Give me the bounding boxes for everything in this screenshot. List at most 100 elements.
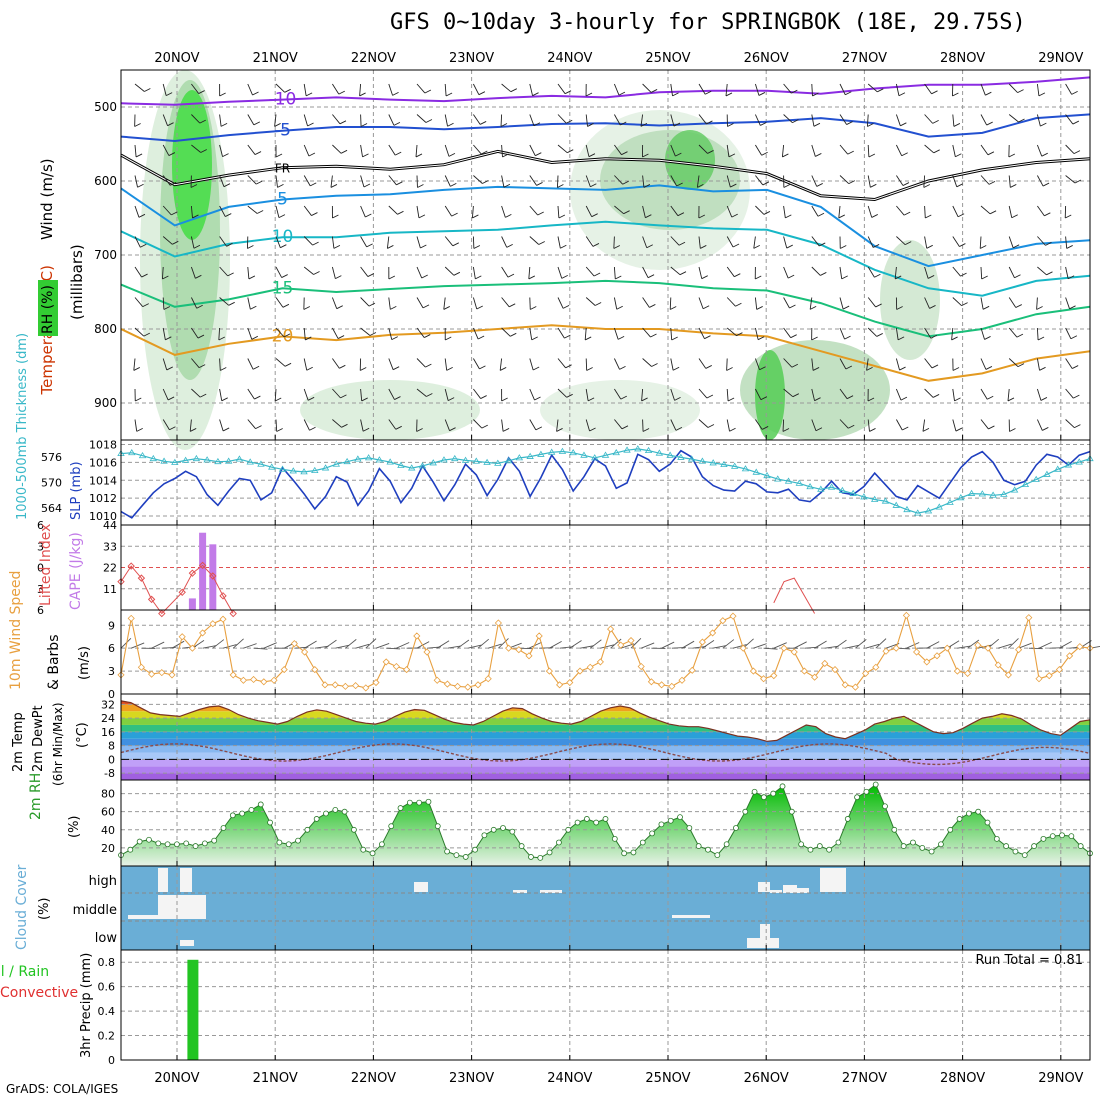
wind-barb <box>839 358 847 370</box>
wind-barb-flag <box>307 122 314 127</box>
wind-barb-flag <box>163 306 171 310</box>
wind-barb <box>783 236 788 249</box>
wind-barb <box>360 419 364 432</box>
wind-barb <box>585 175 591 187</box>
wind-barb <box>472 327 479 340</box>
wind10-point <box>494 619 502 627</box>
thickness-point <box>483 458 491 465</box>
wind10-point <box>780 644 788 652</box>
wind-barb-flag <box>199 119 206 124</box>
wind10-unit-label: (m/s) <box>77 646 92 680</box>
rh2m-point <box>546 849 553 856</box>
wind-barb <box>303 327 306 340</box>
rh2m-point <box>378 841 385 848</box>
wind-barb <box>303 175 311 187</box>
isotherm-line <box>120 184 1091 268</box>
wind-barb <box>332 358 340 369</box>
rh2m-point <box>351 826 357 833</box>
wind-barb <box>134 83 145 92</box>
wind-barb <box>501 205 506 218</box>
wind-barb-flag <box>676 182 683 187</box>
wind10-point <box>760 675 768 683</box>
wind-barb-flag <box>897 336 905 341</box>
wind-barb <box>642 266 649 278</box>
cloud-fraction <box>820 868 846 892</box>
wind-barb <box>614 388 622 400</box>
wind-barb <box>980 419 989 430</box>
wind-barb-flag <box>1017 89 1024 93</box>
slp-tick: 1012 <box>89 492 117 505</box>
thickness-point <box>224 457 233 464</box>
wind-barb <box>501 327 511 337</box>
wind-barb-flag <box>282 303 290 308</box>
wind-barb-flag <box>281 274 288 278</box>
wind-barb-flag <box>339 364 346 369</box>
wind-barb <box>332 327 339 339</box>
wind-barb-flag <box>200 149 207 153</box>
wind-barb-flag <box>451 212 458 217</box>
wind-barb-flag <box>167 122 174 127</box>
wind-barb <box>191 388 201 398</box>
rh2m-point <box>975 808 982 815</box>
temp-color-band <box>121 766 1090 774</box>
wind-barb-flag <box>425 119 433 123</box>
bottom-date-axis: 20NOV 21NOV 22NOV 23NOV 24NOV 25NOV 26NOV 27NOV… <box>154 1071 1083 1086</box>
wind-barb-flag <box>280 244 287 249</box>
rh2m-point <box>211 837 218 844</box>
wind-barb-flag <box>307 396 315 401</box>
wind-barb-flag <box>1015 304 1022 308</box>
rh2m-point <box>239 810 246 817</box>
wind10-point <box>984 644 992 652</box>
rh2m-point <box>332 806 339 813</box>
wind-barb-flag <box>254 395 261 400</box>
cape-bar <box>188 598 196 610</box>
wind-barb-flag <box>640 122 648 127</box>
wind10-barbs-label: & Barbs <box>46 635 62 691</box>
wind-barb-flag <box>792 393 800 398</box>
wind-barb <box>247 266 250 279</box>
wind-barb <box>473 114 481 125</box>
wind-barb-flag <box>755 275 762 280</box>
wind-barb <box>811 236 820 247</box>
li-point <box>158 609 166 618</box>
chart-title: GFS 0~10day 3-hourly for SPRINGBOK (18E,… <box>390 10 1026 35</box>
wind10-point <box>678 676 686 684</box>
wind10-point <box>535 632 543 640</box>
wind-barb-flag <box>1042 427 1049 431</box>
rh2m-point <box>127 846 134 853</box>
wind-barb <box>499 358 503 371</box>
wind-barb <box>472 297 478 310</box>
wind-barb-flag <box>957 213 965 218</box>
wind-barb-flag <box>954 397 961 402</box>
wind-barb-flag <box>284 362 292 367</box>
dew2m-label: 2m DewPt <box>31 705 46 772</box>
wind-barb <box>809 297 813 310</box>
wind-barb-flag <box>168 152 176 156</box>
wind10-point <box>352 682 360 690</box>
wind-barb <box>585 144 590 157</box>
wind-barb <box>642 236 648 248</box>
thickness-line <box>120 448 1091 514</box>
wind-barb <box>811 114 815 127</box>
wind-barb <box>924 358 933 369</box>
wind-barb <box>190 266 196 279</box>
thickness-point <box>1053 465 1062 472</box>
wind-barb-flag <box>508 303 516 308</box>
wind-barb <box>472 266 476 279</box>
bottom-date-label: 28NOV <box>940 1071 985 1086</box>
wind-barb <box>557 236 561 249</box>
wind-barb-flag <box>649 304 656 308</box>
wind-barb <box>219 266 229 277</box>
wind-barb-flag <box>445 92 453 97</box>
wind-barb <box>783 266 789 279</box>
wind-barb-flag <box>171 211 178 216</box>
cape-tick: 33 <box>103 540 117 553</box>
wind-barb <box>923 175 926 188</box>
wind-barb-flag <box>336 305 343 310</box>
top-date-axis: 20NOV 21NOV 22NOV 23NOV 24NOV 25NOV 26NOV 27NOV… <box>154 51 1083 66</box>
wind-barb-flag <box>445 336 452 341</box>
wind10-point <box>933 652 941 660</box>
wind-barb-flag <box>874 273 881 278</box>
rh2m-point <box>751 788 758 795</box>
wind-barb <box>471 205 474 218</box>
